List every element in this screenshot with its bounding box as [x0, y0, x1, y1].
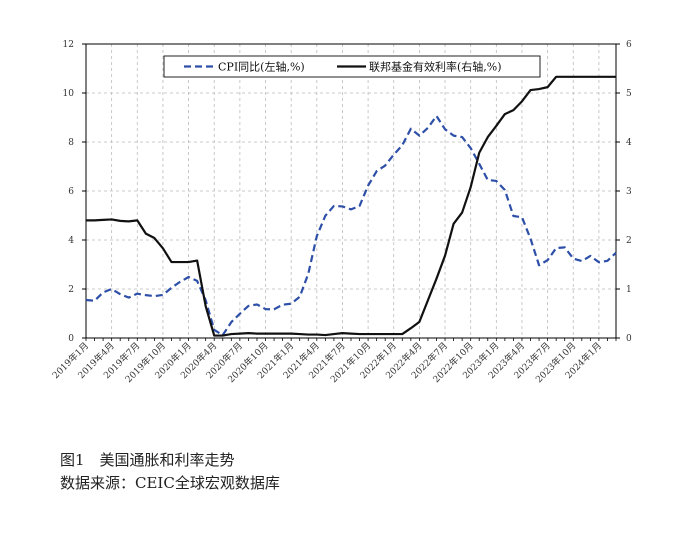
right-axis: 0 1 2 3 4 5 6 [616, 40, 632, 344]
gridlines [86, 44, 616, 338]
right-tick-label-1: 1 [626, 285, 632, 295]
right-tick-label-4: 4 [626, 138, 632, 148]
right-tick-label-5: 5 [626, 89, 632, 99]
x-axis: 2019年1月2019年4月2019年7月2019年10月2020年1月2020… [50, 338, 617, 385]
right-tick-label-6: 6 [626, 40, 632, 50]
legend-label-cpi: CPI同比(左轴,%) [218, 60, 305, 74]
left-tick-label-0: 0 [68, 334, 74, 344]
left-tick-label-1: 2 [68, 285, 74, 295]
right-tick-label-3: 3 [626, 187, 632, 197]
left-axis: 0 2 4 6 8 10 12 [63, 40, 86, 344]
data-source: 数据来源：CEIC全球宏观数据库 [60, 474, 280, 492]
series-layer [85, 75, 617, 337]
left-tick-label-2: 4 [68, 236, 74, 246]
left-tick-label-6: 12 [63, 40, 74, 50]
figure-title: 图1 美国通胀和利率走势 [60, 451, 235, 469]
left-tick-label-4: 8 [68, 138, 74, 148]
series-line-fedfunds [86, 75, 616, 337]
legend-label-fedfunds: 联邦基金有效利率(右轴,%) [369, 60, 502, 74]
figure-caption: 图1 美国通胀和利率走势 数据来源：CEIC全球宏观数据库 [60, 449, 280, 495]
left-tick-label-5: 10 [63, 89, 75, 99]
series-line-cpi [85, 114, 617, 337]
left-tick-label-3: 6 [68, 187, 74, 197]
legend: CPI同比(左轴,%) 联邦基金有效利率(右轴,%) [163, 55, 541, 78]
right-tick-label-2: 2 [626, 236, 632, 246]
right-tick-label-0: 0 [626, 334, 632, 344]
